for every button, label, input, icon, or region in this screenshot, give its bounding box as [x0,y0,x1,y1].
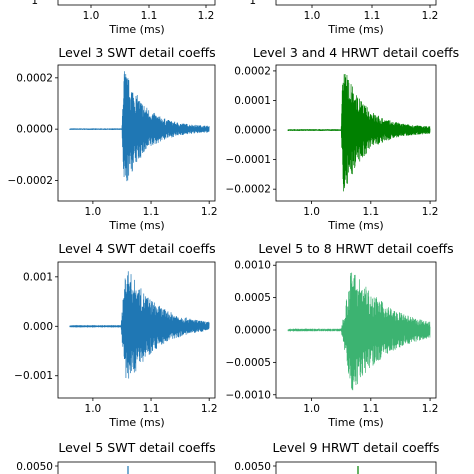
y-tick-label: 0.0000 [16,124,53,136]
x-tick-label: 1.1 [364,10,381,22]
plot-area [57,261,216,399]
chart-title: Level 5 to 8 HRWT detail coeffs [258,241,453,256]
y-tick-label: −0.001 [14,370,53,382]
plot-area [57,461,216,474]
panel-bottom-left-partial: Level 5 SWT detail coeffs 0.0050 [16,440,216,474]
x-tick-label: 1.0 [85,206,102,218]
x-tick-label: 1.2 [422,403,439,415]
y-tick-label: 0.0002 [234,65,271,77]
plot-area [275,461,437,474]
signal-line [287,272,431,391]
chart-title: Level 5 SWT detail coeffs [58,440,215,455]
x-tick-label: 1.0 [304,10,321,22]
panel-bottom-right-partial: Level 9 HRWT detail coeffs 0.0050 [234,440,439,474]
y-tick-label: 0.0050 [234,461,271,473]
plot-area [275,0,437,6]
x-axis-label: Time (ms) [108,416,164,429]
panel-level-5-8-hrwt: Level 5 to 8 HRWT detail coeffs 0.0010 0.0… [225,241,453,429]
panel-level-3-4-hrwt: Level 3 and 4 HRWT detail coeffs 0.0002 0.… [225,45,459,232]
x-tick-label: 1.1 [362,403,379,415]
y-tick-label: −0.0005 [225,357,271,369]
plot-area [57,0,216,6]
x-axis-label: Time (ms) [108,219,164,232]
x-tick-label: 1.0 [85,403,102,415]
x-tick-label: 1.0 [83,10,100,22]
y-tick-label: 0.0000 [234,125,271,137]
y-tick-label: 0.0001 [234,95,271,107]
x-tick-label: 1.2 [201,403,218,415]
y-tick-label: 1 [31,0,38,7]
x-tick-label: 1.0 [303,206,320,218]
plot-area [275,64,437,202]
y-tick-label: 0.000 [23,321,53,333]
y-tick-label: 1 [249,0,256,7]
signal-line [287,74,431,192]
x-axis-label: Time (ms) [327,23,383,36]
y-tick-label: 0.0050 [16,461,53,473]
x-tick-label: 1.1 [143,403,160,415]
chart-title: Level 3 SWT detail coeffs [58,45,215,60]
y-tick-label: 0.0000 [234,325,271,337]
x-tick-label: 1.2 [198,10,215,22]
signal-line [69,271,210,379]
x-tick-label: 1.1 [141,10,158,22]
plot-area [57,64,216,202]
y-tick-label: 0.0005 [234,292,271,304]
chart-title: Level 4 SWT detail coeffs [58,241,215,256]
x-tick-label: 1.2 [201,206,218,218]
y-tick-label: 0.001 [23,271,53,283]
panel-level-3-swt: Level 3 SWT detail coeffs 0.0002 0.0000 −0.… [7,45,217,232]
chart-title: Level 3 and 4 HRWT detail coeffs [253,45,459,60]
x-tick-label: 1.1 [362,206,379,218]
signal-line [69,71,210,182]
x-tick-label: 1.0 [303,403,320,415]
x-axis-label: Time (ms) [327,219,383,232]
x-axis-label: Time (ms) [327,416,383,429]
y-tick-label: −0.0010 [225,389,271,401]
chart-title: Level 9 HRWT detail coeffs [273,440,440,455]
x-tick-label: 1.1 [143,206,160,218]
y-tick-label: −0.0002 [225,184,271,196]
panel-level-4-swt: Level 4 SWT detail coeffs 0.001 0.000 −0.00… [14,241,217,429]
panel-top-left-partial: 1 1.0 1.1 1.2 Time (ms) [31,0,216,36]
x-axis-label: Time (ms) [108,23,164,36]
panel-top-right-partial: 1 1.0 1.1 1.2 Time (ms) [249,0,438,36]
y-tick-label: −0.0002 [7,175,53,187]
x-tick-label: 1.2 [422,206,439,218]
x-tick-label: 1.2 [422,10,439,22]
y-tick-label: 0.0010 [234,260,271,272]
y-tick-label: 0.0002 [16,72,53,84]
y-tick-label: −0.0001 [225,154,271,166]
